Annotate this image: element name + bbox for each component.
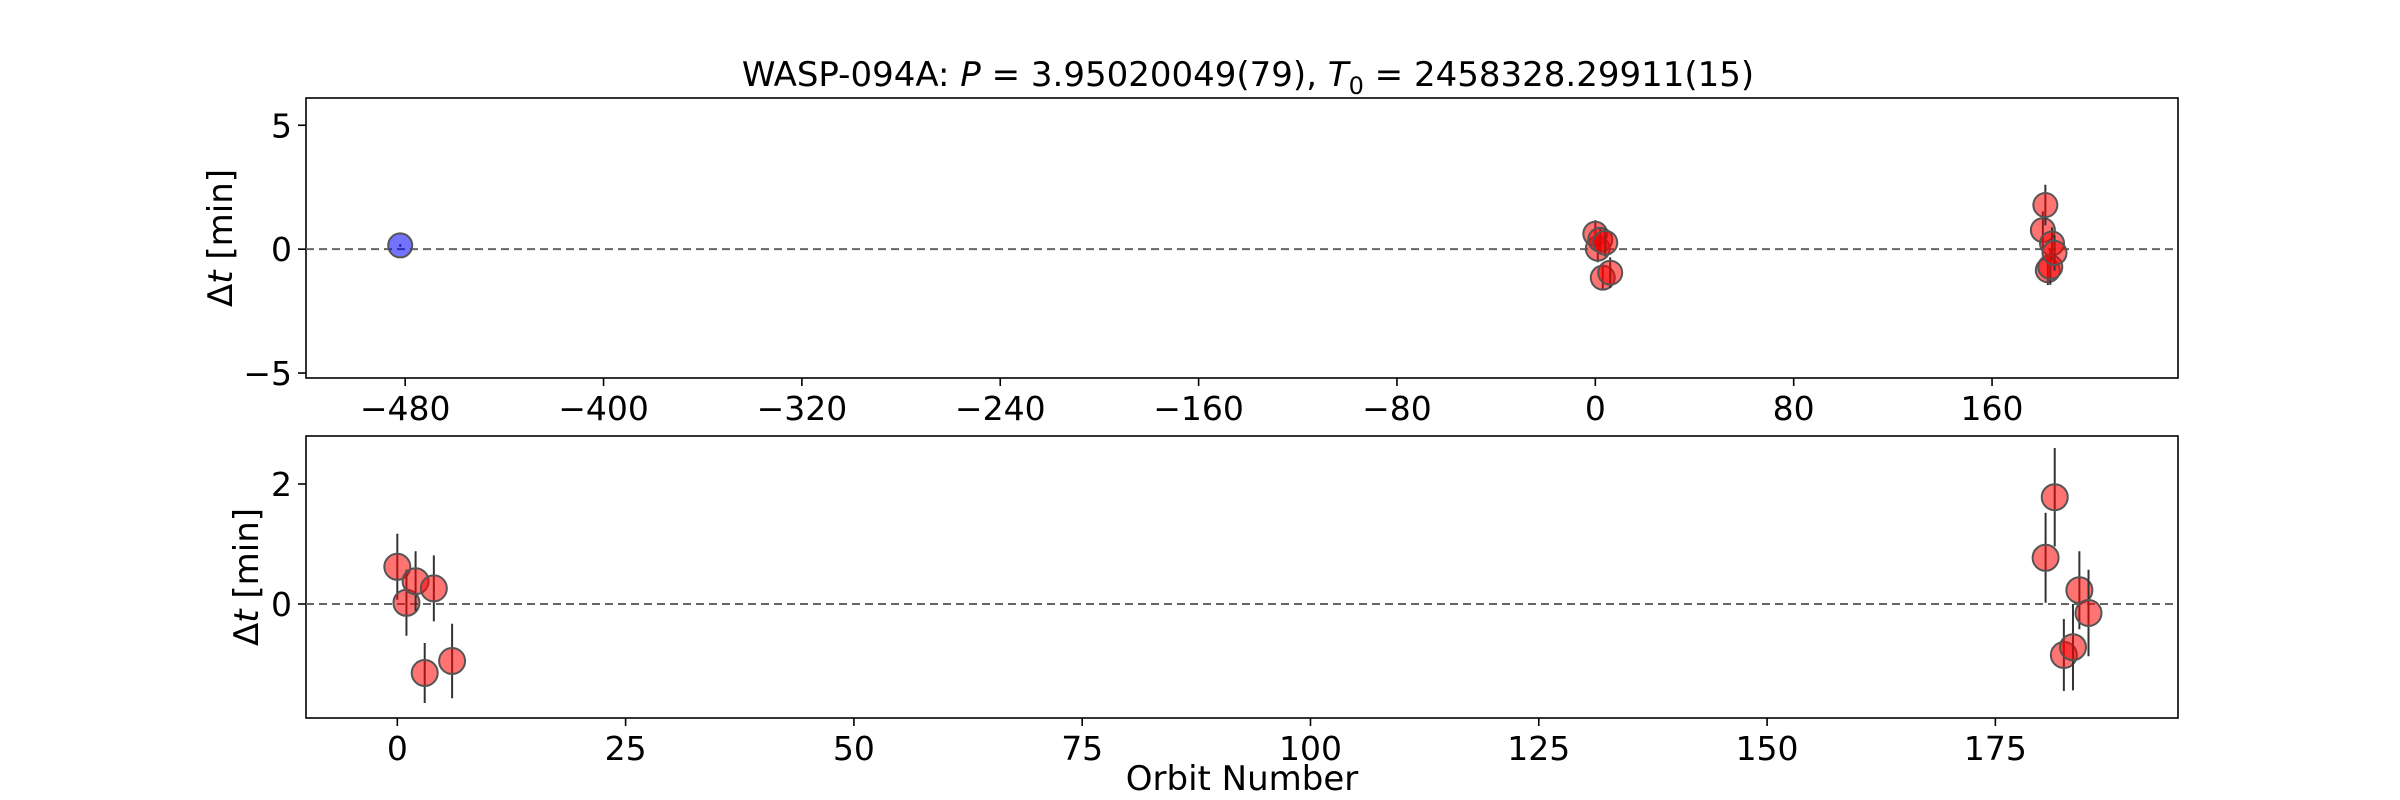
data-point xyxy=(2032,192,2059,219)
data-point xyxy=(2041,239,2068,266)
x-tick-label: −160 xyxy=(1153,389,1244,428)
axes-frame-bottom xyxy=(305,435,2179,719)
points-top xyxy=(387,184,2068,291)
x-tick-label: −400 xyxy=(558,389,649,428)
x-ticks-top: −480 −400 −320 −240 −160 −80 0 80 160 xyxy=(360,378,2024,428)
title-period-symbol: P xyxy=(960,55,981,95)
x-tick-label: 80 xyxy=(1773,389,1815,428)
chart-title: WASP-094A: P = 3.95020049(79), T0 = 2458… xyxy=(742,55,1754,100)
x-tick-label: −320 xyxy=(757,389,848,428)
y-tick-label: 0 xyxy=(271,230,292,269)
data-point xyxy=(1592,229,1619,256)
x-tick-label: −480 xyxy=(360,389,451,428)
data-point xyxy=(387,232,414,259)
y-label-unit: [min] xyxy=(201,169,241,270)
x-tick-label: −240 xyxy=(955,389,1046,428)
data-point xyxy=(2058,633,2087,662)
y-label-var: t xyxy=(227,608,267,623)
y-tick-label: 5 xyxy=(271,106,292,145)
axes-frame-top xyxy=(305,97,2179,379)
y-tick-label: 2 xyxy=(271,465,292,504)
data-point xyxy=(383,552,412,581)
data-point xyxy=(438,647,467,675)
data-point xyxy=(2031,543,2060,572)
x-tick-label: 0 xyxy=(387,729,408,768)
x-tick-label: 75 xyxy=(1061,729,1103,768)
x-tick-label: 0 xyxy=(1585,389,1606,428)
data-point xyxy=(1597,259,1624,286)
y-axis-label-bottom: Δt [min] xyxy=(227,508,267,646)
x-tick-label: −80 xyxy=(1362,389,1432,428)
points-bottom xyxy=(383,448,2103,703)
title-epoch-subscript: 0 xyxy=(1349,72,1364,100)
title-epoch-symbol: T xyxy=(1328,55,1351,95)
y-axis-label-top: Δt [min] xyxy=(201,169,241,307)
x-ticks-bottom: 0 25 50 75 100 125 150 175 xyxy=(387,718,2027,768)
x-tick-label: 50 xyxy=(833,729,875,768)
data-point xyxy=(419,574,448,603)
y-tick-label: −5 xyxy=(243,354,292,393)
data-point xyxy=(2074,599,2103,627)
x-tick-label: 160 xyxy=(1961,389,2024,428)
title-period-value: = 3.95020049(79), xyxy=(981,55,1328,95)
x-tick-label: 100 xyxy=(1279,729,1342,768)
data-point xyxy=(2040,483,2069,512)
x-tick-label: 125 xyxy=(1507,729,1570,768)
title-prefix: WASP-094A: xyxy=(742,55,960,95)
y-ticks-top: −5 0 5 xyxy=(243,106,306,393)
y-ticks-bottom: 02 xyxy=(271,465,306,624)
data-point xyxy=(410,659,439,687)
x-tick-label: 175 xyxy=(1964,729,2027,768)
y-tick-label: 0 xyxy=(271,585,292,624)
title-epoch-value: = 2458328.29911(15) xyxy=(1364,55,1754,95)
x-axis-label: Orbit Number xyxy=(1126,759,1359,799)
y-label-unit: [min] xyxy=(227,508,267,609)
x-tick-label: 25 xyxy=(605,729,647,768)
panel-top: −480 −400 −320 −240 −160 −80 0 80 160 −5 0 5 Δt [m… xyxy=(201,97,2179,428)
y-label-delta: Δ xyxy=(201,284,241,307)
panel-bottom: 0 25 50 75 100 125 150 175 02 Δt [min] Orbit Nu… xyxy=(227,435,2179,799)
x-tick-label: 150 xyxy=(1736,729,1799,768)
y-label-var: t xyxy=(201,269,241,284)
y-label-delta: Δ xyxy=(227,623,267,646)
